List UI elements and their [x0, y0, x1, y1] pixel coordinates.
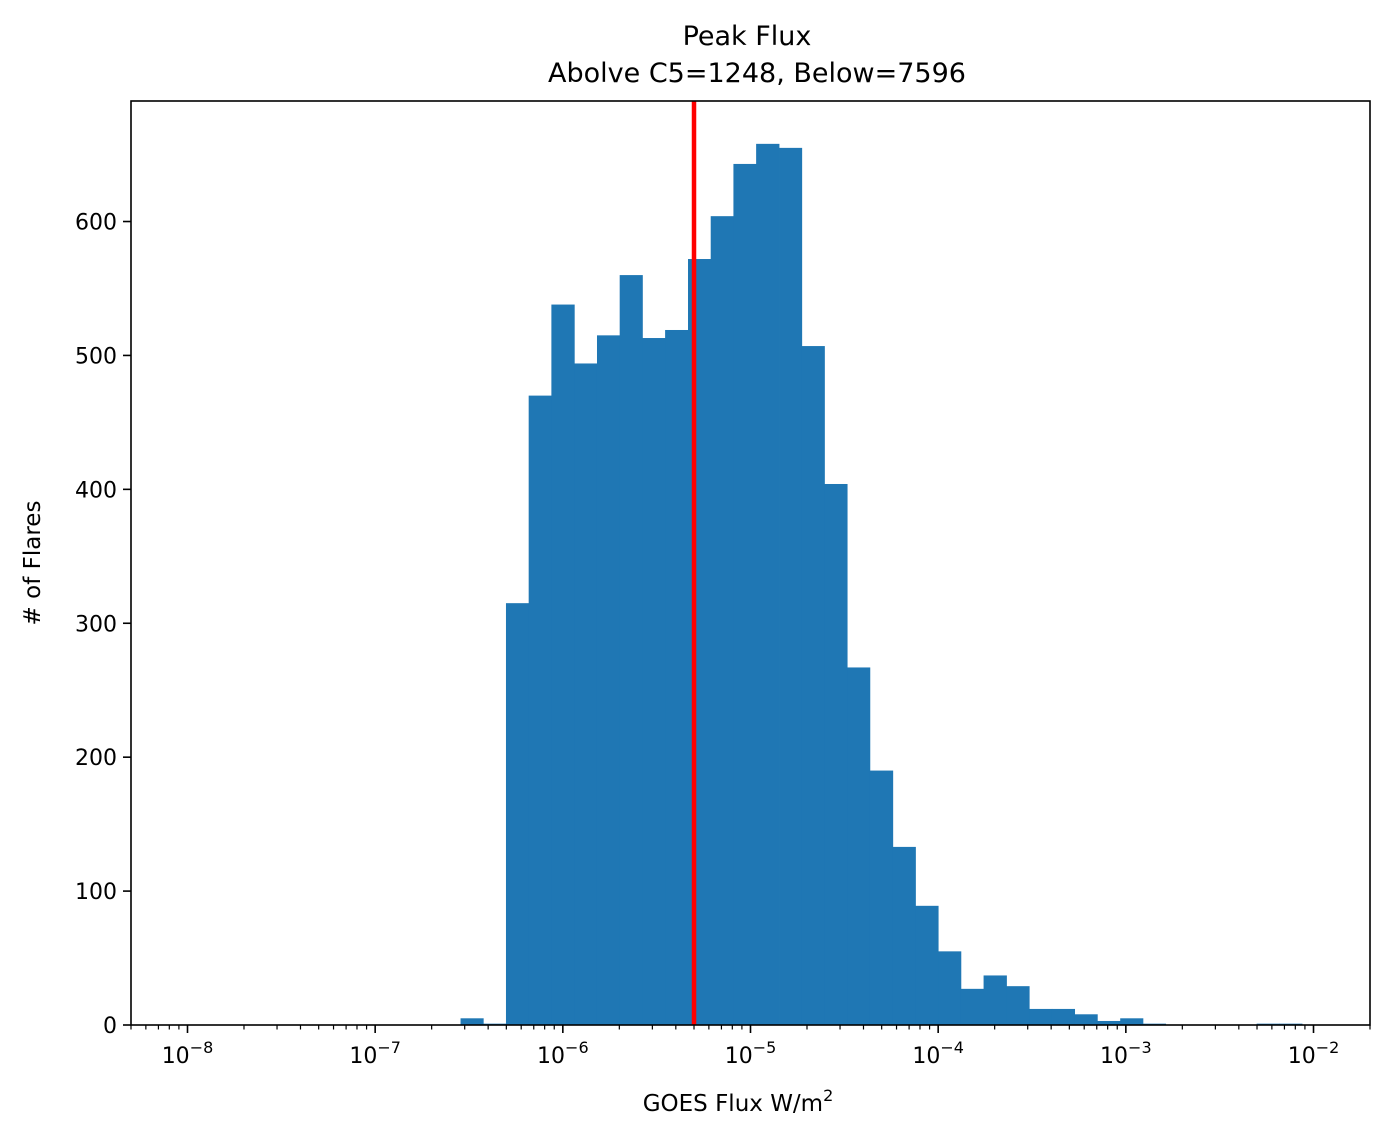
x-tick-label-base: 10 — [349, 1044, 377, 1069]
histogram-bar — [869, 770, 894, 1025]
x-tick-label: 10−7 — [349, 1038, 401, 1069]
x-tick-label-exponent: −8 — [190, 1038, 214, 1057]
x-tick-label-base: 10 — [1100, 1044, 1128, 1069]
y-tick-label: 200 — [75, 746, 117, 771]
x-axis-label-main: GOES Flux W/m — [643, 1091, 823, 1117]
histogram-bar — [801, 346, 825, 1025]
histogram-bar — [756, 143, 780, 1026]
x-tick-label-base: 10 — [162, 1044, 190, 1069]
histogram-bar — [1097, 1020, 1121, 1025]
histogram-bar — [596, 335, 621, 1026]
histogram-bar — [938, 951, 962, 1025]
histogram-bar — [710, 216, 734, 1026]
x-tick-label-exponent: −5 — [753, 1038, 777, 1057]
x-tick-label-exponent: −2 — [1316, 1038, 1340, 1057]
histogram-bar — [460, 1018, 484, 1025]
x-axis-label: GOES Flux W/m2 — [643, 1086, 834, 1117]
x-tick-label: 10−5 — [725, 1038, 777, 1069]
x-tick-label-exponent: −6 — [565, 1038, 589, 1057]
x-tick-label: 10−4 — [912, 1038, 964, 1069]
histogram-bar — [528, 395, 552, 1025]
chart-title: Peak Flux — [683, 21, 812, 52]
histogram-bar — [574, 363, 598, 1026]
histogram-bar — [847, 667, 871, 1025]
x-tick-label-exponent: −4 — [940, 1038, 964, 1057]
histogram-bar — [824, 483, 848, 1025]
histogram-bar — [665, 329, 689, 1025]
y-tick-label: 400 — [75, 478, 117, 503]
y-tick-label: 500 — [75, 344, 117, 369]
x-tick-label-base: 10 — [912, 1044, 940, 1069]
x-axis-label-superscript: 2 — [823, 1086, 833, 1105]
histogram-bar — [1051, 1008, 1076, 1025]
y-tick-label: 600 — [75, 211, 117, 236]
histogram-bar — [505, 603, 530, 1025]
histogram-bar — [779, 147, 803, 1025]
y-tick-label: 300 — [75, 612, 117, 637]
x-tick-label-base: 10 — [1288, 1044, 1316, 1069]
histogram-bar — [960, 988, 984, 1025]
histogram-bar — [1029, 1008, 1053, 1025]
y-axis-label: # of Flares — [20, 501, 46, 626]
x-axis-ticks: 10−8 10−7 10−6 10−5 10−4 10−3 10−2 — [130, 1025, 1371, 1069]
x-tick-label: 10−2 — [1288, 1038, 1340, 1069]
histogram-bar — [1074, 1014, 1098, 1025]
y-axis-ticks: 0 100 200 300 400 500 600 — [75, 211, 131, 1039]
plot-frame — [130, 100, 1371, 1026]
histogram-bar — [915, 905, 939, 1025]
bars-group — [460, 143, 1303, 1026]
histogram-bar — [551, 304, 575, 1025]
x-tick-label-exponent: −3 — [1128, 1038, 1152, 1057]
x-tick-label-base: 10 — [537, 1044, 565, 1069]
x-tick-label: 10−6 — [537, 1038, 589, 1069]
x-tick-label-exponent: −7 — [377, 1038, 401, 1057]
y-tick-label: 100 — [75, 880, 117, 905]
histogram-bar — [688, 259, 712, 1025]
x-tick-label: 10−3 — [1100, 1038, 1152, 1069]
histogram-bar — [733, 163, 757, 1025]
histogram-bar — [983, 975, 1007, 1025]
histogram-bar — [1006, 986, 1030, 1025]
x-tick-label: 10−8 — [162, 1038, 214, 1069]
y-tick-label: 0 — [103, 1014, 117, 1039]
histogram-bar — [892, 846, 916, 1025]
x-tick-label-base: 10 — [725, 1044, 753, 1069]
histogram-bar — [619, 275, 643, 1026]
histogram-bar — [1120, 1018, 1144, 1025]
chart-subtitle: Abolve C5=1248, Below=7596 — [548, 58, 966, 89]
histogram-bar — [642, 338, 666, 1025]
